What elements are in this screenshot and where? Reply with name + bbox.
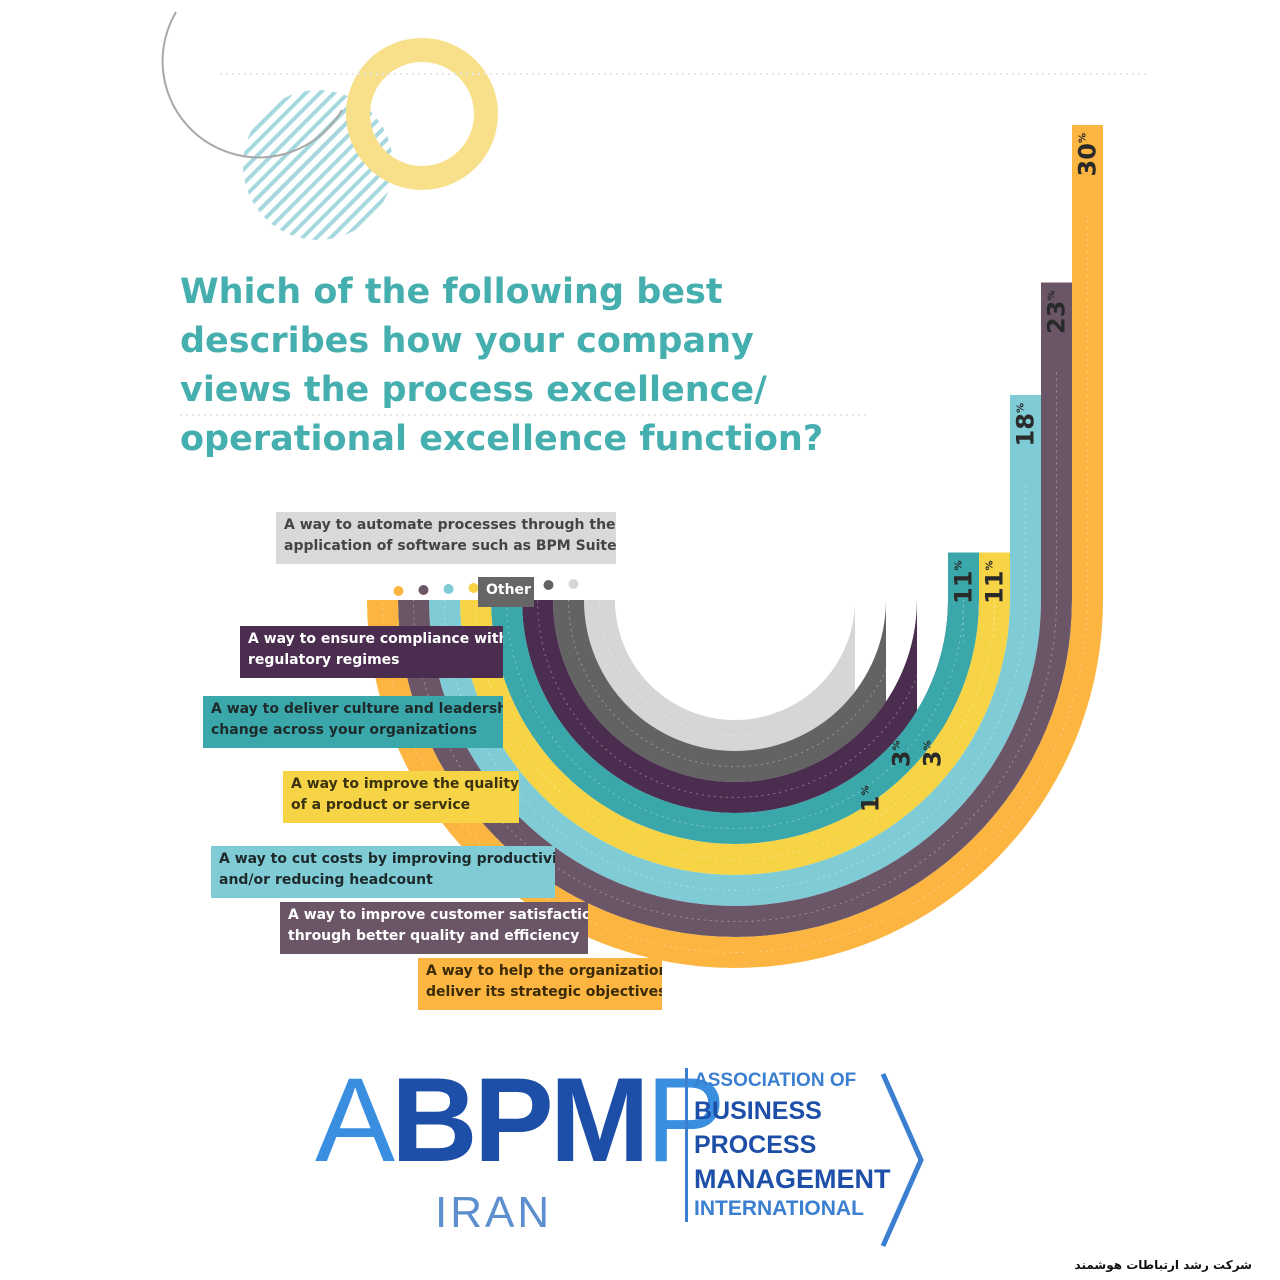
category-label: Other: [478, 577, 534, 607]
title-line: describes how your company: [180, 321, 754, 361]
value-number: 1: [857, 796, 885, 813]
value-unit: %: [861, 786, 872, 796]
value-number: 11: [950, 571, 978, 604]
value-unit: %: [985, 561, 996, 571]
value-number: 11: [981, 571, 1009, 604]
abpmp-iran-logo: ABPMP IRAN ASSOCIATION OF BUSINESS PROCE…: [315, 1060, 935, 1260]
band-dot: [468, 583, 479, 593]
category-label-line: A way to help the organization: [426, 963, 662, 979]
value-label: 1%: [857, 786, 885, 813]
category-label: A way to automate processes through the a…: [276, 512, 616, 564]
value-number: 18: [1012, 413, 1040, 446]
logo-assoc-line: ASSOCIATION OF: [694, 1070, 857, 1091]
category-label-line: through better quality and efficiency: [288, 928, 580, 944]
logo-chevron-icon: [880, 1072, 924, 1248]
band-dot: [443, 584, 454, 594]
value-unit: %: [1078, 133, 1089, 143]
band-dot: [393, 586, 404, 596]
value-number: 3: [919, 751, 947, 768]
title-line: Which of the following best: [180, 272, 723, 312]
value-label: 18%: [1012, 403, 1040, 446]
logo-assoc-line: MANAGEMENT: [694, 1164, 891, 1194]
title-line: operational excellence function?: [180, 419, 824, 459]
value-label: 3%: [888, 741, 916, 768]
chart-band: [522, 600, 948, 813]
band-dot: [543, 580, 554, 590]
band-dotted-guide: [475, 599, 995, 861]
category-label: A way to cut costs by improving producti…: [211, 846, 555, 898]
logo-assoc-line: BUSINESS: [694, 1097, 822, 1125]
decorative-circles: [161, 11, 1150, 416]
logo-letters-bpm: BPM: [391, 1053, 650, 1187]
category-label: A way to improve customer satisfaction th…: [280, 902, 588, 954]
value-label: 3%: [919, 741, 947, 768]
category-label-line: change across your organizations: [211, 722, 478, 738]
category-label-line: Other: [486, 582, 531, 598]
category-label-line: deliver its strategic objectives: [426, 984, 662, 1000]
logo-assoc-line: PROCESS: [694, 1131, 817, 1159]
yellow-ring-decor: [346, 38, 498, 190]
value-unit: %: [954, 561, 965, 571]
title-line: views the process excellence/: [180, 370, 767, 410]
band-dot: [418, 585, 429, 595]
value-label: 11%: [950, 561, 978, 604]
value-unit: %: [892, 741, 903, 751]
band-dotted-guide: [506, 599, 964, 830]
category-label-line: regulatory regimes: [248, 652, 400, 668]
logo-letter-a: A: [315, 1053, 395, 1187]
category-label-line: A way to cut costs by improving producti…: [219, 851, 555, 867]
band-dotted-guide: [599, 599, 871, 868]
category-label: A way to improve the quality of a product…: [283, 771, 519, 823]
value-number: 23: [1043, 301, 1071, 334]
value-unit: %: [923, 741, 934, 751]
value-label: 11%: [981, 561, 1009, 604]
category-label-line: of a product or service: [291, 797, 471, 813]
value-number: 30: [1074, 143, 1102, 176]
category-label-line: application of software such as BPM Suit…: [284, 538, 616, 554]
chart-title: Which of the following best describes ho…: [180, 268, 880, 464]
chart-value-labels: 1%3%3%11%11%18%23%30%: [857, 133, 1102, 812]
logo-country: IRAN: [435, 1188, 553, 1237]
value-label: 23%: [1043, 291, 1071, 334]
category-label-line: A way to improve customer satisfaction: [288, 907, 588, 923]
band-dot: [568, 579, 579, 589]
band-dotted-guide: [413, 372, 1057, 923]
category-label: A way to ensure compliance with regulator…: [240, 626, 503, 678]
logo-association-text: ASSOCIATION OF BUSINESS PROCESS MANAGEME…: [685, 1068, 891, 1222]
logo-wordmark: ABPMP: [315, 1060, 726, 1180]
band-dotted-guide: [537, 599, 933, 823]
category-label-line: A way to deliver culture and leadership: [211, 701, 503, 717]
value-unit: %: [1016, 403, 1027, 413]
category-label-line: A way to automate processes through the: [284, 517, 616, 533]
category-label: A way to help the organization deliver it…: [418, 958, 662, 1010]
value-number: 3: [888, 751, 916, 768]
chart-band: [553, 600, 917, 782]
logo-assoc-line: INTERNATIONAL: [694, 1197, 864, 1220]
value-label: 30%: [1074, 133, 1102, 176]
category-label-line: A way to improve the quality: [291, 776, 519, 792]
category-label-line: and/or reducing headcount: [219, 872, 433, 888]
footer-credit: شرکت رشد ارتباطات هوشمند: [1074, 1258, 1252, 1272]
chart-bands: [367, 125, 1103, 968]
category-label-line: A way to ensure compliance with: [248, 631, 503, 647]
value-unit: %: [1047, 291, 1058, 301]
grey-arc-decor: [161, 11, 343, 159]
category-label: A way to deliver culture and leadership c…: [203, 696, 503, 748]
